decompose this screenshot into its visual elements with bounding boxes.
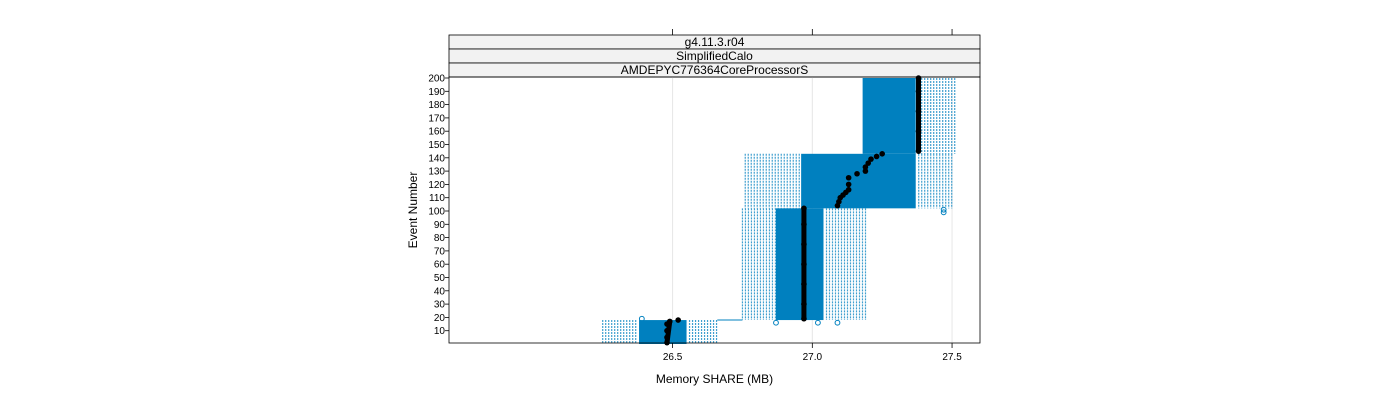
x-tick-label: 26.5 [663, 352, 683, 363]
y-tick-label: 60 [434, 260, 446, 271]
outlier-point [815, 319, 821, 326]
y-tick-label: 120 [428, 180, 445, 191]
x-axis-title: Memory SHARE (MB) [656, 372, 773, 386]
median-point [675, 317, 681, 323]
x-tick-label: 27.5 [942, 352, 962, 363]
median-point [868, 156, 874, 162]
y-tick-label: 170 [428, 113, 445, 124]
y-tick-label: 70 [434, 246, 446, 257]
y-tick-label: 150 [428, 140, 445, 151]
median-point [873, 153, 880, 160]
box-body [862, 78, 916, 154]
box-body [801, 153, 916, 209]
y-tick-label: 160 [428, 127, 445, 138]
band-4 [862, 78, 956, 154]
strip-2-label: SimplifiedCalo [676, 49, 753, 63]
outlier-point [940, 209, 947, 216]
y-tick-label: 90 [434, 220, 446, 231]
outlier-point [834, 319, 841, 326]
band-1 [602, 320, 718, 344]
outlier-point [773, 319, 779, 326]
outlier-point [638, 315, 645, 322]
y-tick-label: 110 [429, 193, 445, 204]
median-point [845, 174, 852, 181]
y-tick-label: 20 [434, 313, 446, 324]
median-point [845, 186, 852, 193]
median-point [845, 181, 852, 188]
y-tick-label: 50 [434, 273, 446, 284]
y-tick-label: 140 [428, 153, 445, 164]
outlier-points [638, 206, 947, 326]
y-tick-label: 40 [434, 286, 446, 297]
y-tick-label: 10 [434, 326, 446, 337]
y-axis-title: Event Number [406, 172, 420, 249]
y-tick-label: 130 [428, 167, 445, 178]
box-body [775, 208, 824, 321]
strip-3-label: AMDEPYC776364CoreProcessorS [621, 63, 808, 77]
median-point [862, 168, 869, 174]
band-3 [744, 153, 953, 209]
y-tick-label: 100 [428, 207, 445, 218]
band-2 [741, 208, 867, 321]
median-series [664, 75, 922, 346]
box-bands [602, 78, 956, 344]
median-point [865, 160, 872, 166]
median-segment [664, 321, 673, 343]
y-tick-label: 30 [434, 300, 446, 311]
median-point [862, 164, 869, 170]
y-axis: 10 20 30 40 50 60 70 80 90 100 110 120 130 140 150 160 1… [428, 74, 449, 337]
outlier-point [940, 206, 947, 213]
x-tick-label: 27.0 [803, 352, 823, 363]
y-tick-label: 190 [428, 87, 445, 98]
strip-1-label: g4.11.3.r04 [685, 35, 745, 49]
y-tick-label: 200 [428, 74, 445, 85]
box-body [639, 320, 687, 344]
median-point [854, 170, 860, 177]
x-axis: 26.5 27.0 27.5 [663, 29, 962, 363]
plot-panel-frame [448, 76, 981, 344]
median-point [879, 151, 885, 157]
y-tick-label: 80 [434, 233, 446, 244]
y-tick-label: 180 [428, 100, 445, 111]
